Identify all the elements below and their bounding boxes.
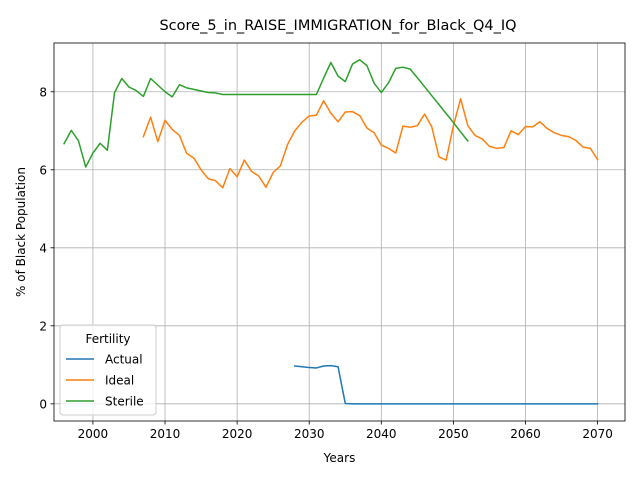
series-line-ideal bbox=[142, 98, 599, 189]
legend-label-ideal: Ideal bbox=[105, 374, 134, 388]
x-tick-label: 2040 bbox=[366, 427, 397, 441]
legend-entries: Actual Ideal Sterile bbox=[66, 353, 144, 409]
legend: Fertility Actual Ideal Sterile bbox=[59, 324, 157, 416]
legend-box bbox=[59, 324, 157, 416]
x-tick-label: 2030 bbox=[294, 427, 325, 441]
x-tick-label: 2010 bbox=[150, 427, 181, 441]
series-line-actual bbox=[293, 364, 599, 405]
chart-title: Score_5_in_RAISE_IMMIGRATION_for_Black_Q… bbox=[159, 18, 516, 34]
y-tick-label: 6 bbox=[39, 163, 47, 177]
y-tick-label: 8 bbox=[39, 85, 47, 99]
y-axis-label: % of Black Population bbox=[14, 167, 28, 297]
plot-area-frame bbox=[53, 42, 626, 422]
series-lines bbox=[63, 59, 599, 405]
y-tick-label: 2 bbox=[39, 319, 47, 333]
legend-label-actual: Actual bbox=[105, 353, 143, 367]
x-tick-label: 2000 bbox=[78, 427, 109, 441]
legend-title: Fertility bbox=[85, 332, 130, 346]
y-tick-label: 0 bbox=[39, 397, 47, 411]
series-line-sterile bbox=[63, 59, 469, 168]
x-tick-label: 2060 bbox=[510, 427, 541, 441]
y-tick-label: 4 bbox=[39, 241, 47, 255]
legend-label-sterile: Sterile bbox=[105, 395, 144, 409]
x-axis-label: Years bbox=[323, 451, 356, 465]
axis-ticks: 2000 2010 2020 2030 2040 2050 2060 2070 0 2 4 6 8 bbox=[39, 85, 613, 441]
x-tick-label: 2050 bbox=[438, 427, 469, 441]
x-tick-label: 2070 bbox=[582, 427, 613, 441]
x-tick-label: 2020 bbox=[222, 427, 253, 441]
